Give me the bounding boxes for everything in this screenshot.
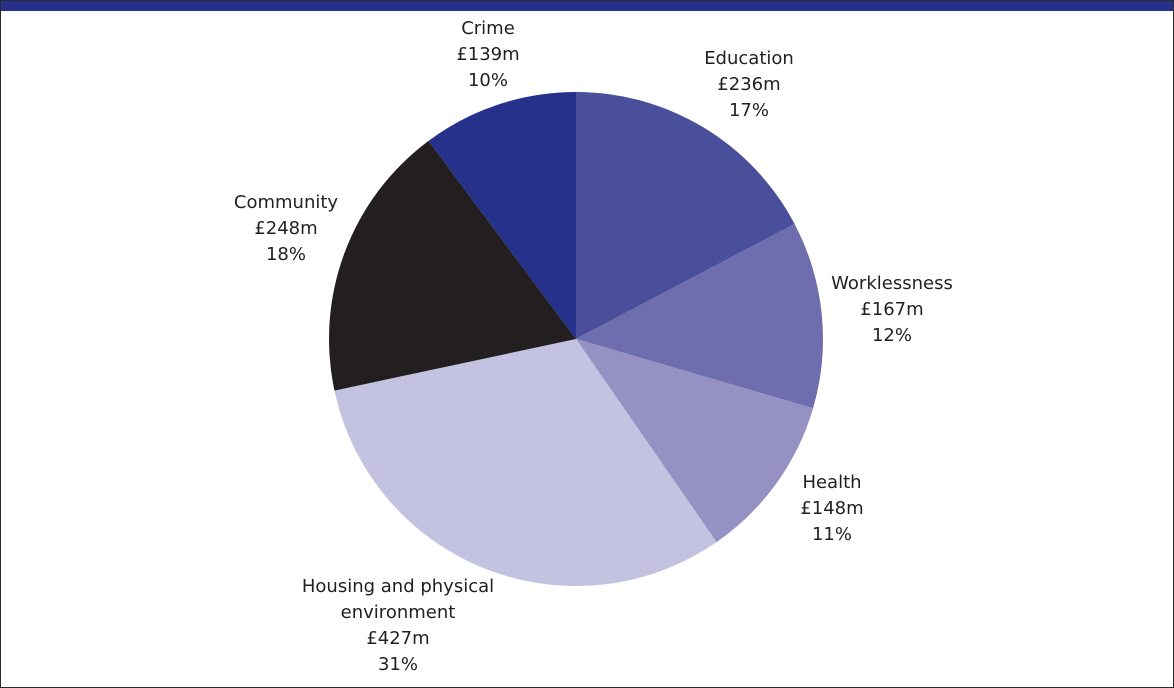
- slice-value: £148m: [800, 498, 864, 519]
- slice-percent: 17%: [728, 100, 769, 121]
- slice-label-housing: Housing and physical environment £427m 3…: [302, 574, 494, 678]
- slice-percent: 10%: [467, 70, 508, 91]
- slice-name: Health: [802, 472, 862, 493]
- slice-name-line-2: environment: [340, 602, 456, 623]
- pie-slice-worklessness: [576, 223, 824, 409]
- slice-label-community: Community £248m 18%: [234, 190, 338, 268]
- slice-value: £139m: [456, 44, 520, 65]
- slice-name: Community: [233, 192, 339, 213]
- slice-label-health: Health £148m 11%: [800, 470, 863, 548]
- slice-label-education: Education £236m 17%: [704, 46, 794, 124]
- slice-percent: 11%: [811, 524, 852, 545]
- slice-percent: 18%: [265, 244, 306, 265]
- pie-slice-housing: [334, 339, 717, 587]
- slice-label-worklessness: Worklessness £167m 12%: [831, 271, 953, 349]
- slice-label-crime: Crime £139m 10%: [456, 16, 519, 94]
- pie-slice-education: [576, 92, 795, 339]
- pie-slice-health: [576, 339, 814, 543]
- pie-slice-crime: [428, 92, 576, 339]
- slice-percent: 12%: [871, 325, 912, 346]
- slice-name: Education: [704, 48, 794, 69]
- slice-value: £248m: [254, 218, 318, 239]
- slice-value: £236m: [717, 74, 781, 95]
- header-bar: [1, 1, 1173, 11]
- pie-slice-community: [329, 140, 576, 391]
- slice-value: £427m: [366, 628, 430, 649]
- slice-value: £167m: [860, 299, 924, 320]
- slice-name: Worklessness: [831, 273, 953, 294]
- slice-percent: 31%: [377, 654, 418, 675]
- slice-name-line-1: Housing and physical: [301, 576, 495, 597]
- slice-name: Crime: [461, 18, 515, 39]
